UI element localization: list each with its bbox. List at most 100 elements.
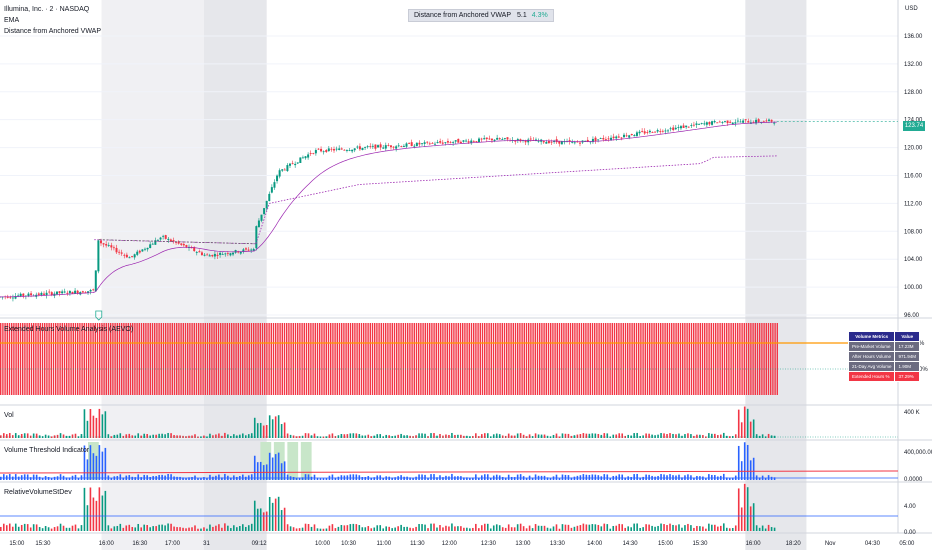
volume-bar: [358, 434, 361, 438]
aevo-bar: [347, 323, 349, 395]
volume-bar: [606, 433, 609, 438]
aevo-bar: [17, 323, 19, 395]
candle-body: [664, 130, 667, 132]
rvs-bar: [241, 524, 244, 531]
volume-bar: [516, 433, 519, 438]
candle-body: [656, 130, 659, 132]
aevo-bar: [189, 323, 191, 395]
ema-legend[interactable]: EMA: [4, 17, 20, 24]
aevo-bar: [745, 323, 748, 395]
aevo-bar: [655, 323, 657, 395]
volume-bar: [152, 434, 154, 438]
rvs-bar: [489, 528, 492, 531]
candle-body: [703, 123, 706, 125]
vti-bar: [77, 477, 80, 480]
aevo-bar: [712, 323, 715, 395]
rvs-bar: [65, 527, 68, 531]
candle-body: [698, 124, 701, 125]
vti-bar: [98, 445, 101, 480]
vti-bar: [122, 477, 125, 480]
vti-axis-label: 0.0000: [904, 477, 923, 483]
aevo-bar: [301, 323, 303, 395]
rvs-bar: [319, 528, 322, 531]
vti-bar: [725, 477, 728, 480]
aevo-bar: [81, 323, 83, 395]
candle-body: [633, 135, 636, 137]
aevo-bar: [358, 323, 360, 395]
volume-bar: [720, 434, 722, 438]
volume-bar: [170, 433, 172, 438]
rvs-pane-label[interactable]: RelativeVolumeStDev: [4, 489, 72, 496]
aevo-bar: [41, 323, 44, 395]
rvs-bar: [722, 523, 725, 531]
rvs-bar: [140, 527, 143, 531]
aevo-bar: [431, 323, 433, 395]
vti-bar: [570, 477, 573, 480]
volume-bar: [143, 433, 146, 438]
volume-bar: [241, 433, 244, 438]
rvs-bar: [740, 507, 743, 531]
rvs-bar: [761, 525, 764, 531]
volume-bar: [495, 433, 498, 438]
price-tick-label: 112.00: [904, 201, 923, 207]
candle-body: [516, 139, 519, 141]
candle-body: [87, 291, 90, 293]
volume-bar: [761, 434, 764, 438]
rvs-bar: [167, 523, 169, 531]
candle-body: [164, 235, 167, 239]
aevo-pane-label[interactable]: Extended Hours Volume Analysis (AEVO): [4, 326, 134, 333]
aevo-bar: [690, 323, 693, 395]
time-tick-label: 15:30: [35, 541, 51, 547]
rvs-bar: [274, 498, 277, 531]
volume-bar: [271, 419, 274, 438]
candle-body: [68, 290, 71, 294]
aevo-bar: [426, 323, 429, 395]
candle-body: [216, 254, 219, 256]
candle-body: [185, 245, 188, 248]
candle-body: [55, 291, 58, 295]
aevo-bar: [310, 323, 312, 395]
aevo-bar: [200, 323, 202, 395]
aevo-bar: [627, 323, 629, 395]
candle-body: [612, 136, 615, 139]
vwap-legend[interactable]: Distance from Anchored VWAP: [4, 28, 102, 35]
aevo-bar: [213, 323, 215, 395]
vti-bar: [191, 477, 193, 480]
aevo-bar: [22, 323, 24, 395]
aevo-bar: [204, 323, 206, 395]
symbol-title[interactable]: Illumina, Inc. · 2 · NASDAQ: [4, 6, 90, 13]
aevo-bar: [191, 323, 193, 395]
candle-body: [643, 131, 646, 134]
candle-body: [48, 291, 51, 293]
time-tick-label: 16:00: [99, 541, 115, 547]
volume-bar: [95, 417, 98, 438]
aevo-bar: [565, 323, 567, 395]
aevo-bar: [264, 323, 266, 395]
rvs-bar: [540, 525, 543, 531]
vti-pane-label[interactable]: Volume Threshold Indicator: [4, 447, 90, 454]
volume-bar: [722, 432, 725, 438]
rvs-bar: [268, 496, 271, 531]
vol-pane-label[interactable]: Vol: [4, 412, 14, 419]
time-tick-label: 14:30: [623, 541, 639, 547]
vti-bar: [743, 442, 746, 480]
aevo-bar: [118, 323, 121, 395]
candle-body: [571, 141, 574, 143]
vti-bar: [728, 477, 731, 480]
vti-bar: [722, 473, 725, 480]
aevo-bar: [244, 323, 246, 395]
candle-body: [731, 122, 734, 125]
aevo-bar: [475, 323, 477, 395]
candle-body: [421, 143, 424, 145]
vti-bar: [773, 477, 776, 480]
time-tick-label: 17:00: [165, 541, 181, 547]
aevo-bar: [539, 323, 541, 395]
last-price-tag: 123.74: [903, 121, 925, 131]
aevo-bar: [596, 323, 598, 395]
candle-body: [757, 119, 760, 122]
volume-bar: [666, 434, 668, 438]
vti-bar: [256, 462, 259, 480]
aevo-bar: [587, 323, 589, 395]
rvs-bar: [690, 525, 692, 531]
